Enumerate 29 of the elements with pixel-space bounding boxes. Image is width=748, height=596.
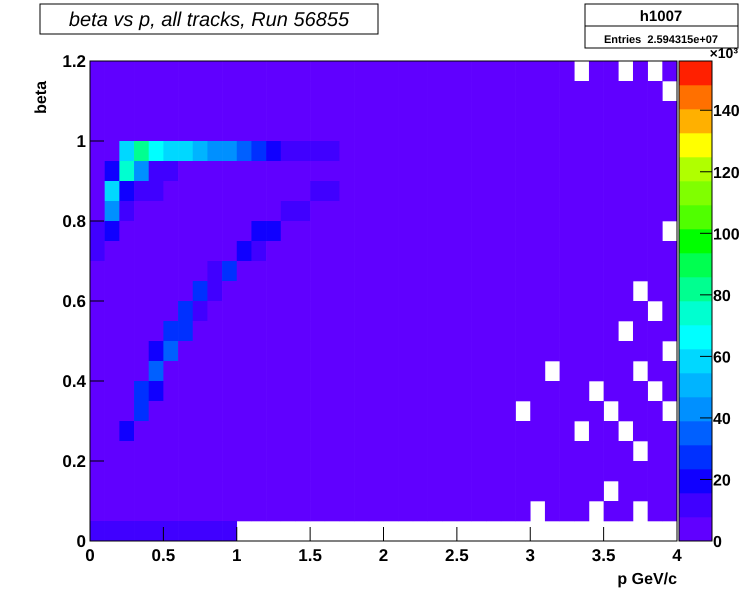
x-tick-label: 1.5 <box>298 546 322 565</box>
y-tick-label: 1.2 <box>62 52 86 71</box>
x-tick-label: 2 <box>378 546 388 565</box>
color-bar-label: 100 <box>713 226 740 244</box>
y-tick-label: 1 <box>76 132 86 151</box>
color-bar-title: ×10³ <box>710 45 738 61</box>
color-bar-label: 0 <box>713 534 722 551</box>
color-bar-label: 80 <box>713 288 731 305</box>
y-tick-label: 0.6 <box>62 292 86 311</box>
color-bar-label: 20 <box>713 472 731 490</box>
x-tick-label: 1 <box>232 546 242 565</box>
x-tick-label: 3 <box>526 546 535 565</box>
x-tick-label: 3.5 <box>592 546 616 565</box>
y-tick-label: 0.8 <box>62 212 86 231</box>
color-bar-label: 120 <box>713 164 740 182</box>
y-tick-label: 0.4 <box>62 372 87 391</box>
y-axis-title: beta <box>33 80 50 114</box>
x-axis-title: p GeV/c <box>617 571 678 588</box>
x-tick-label: 4 <box>672 546 682 565</box>
text: h1007 <box>640 8 682 25</box>
chart-title: beta vs p, all tracks, Run 56855 <box>68 9 350 31</box>
y-tick-label: 0 <box>76 532 86 551</box>
text: Entries 2.594315e+07 <box>604 34 718 46</box>
color-bar-label: 60 <box>713 349 731 366</box>
color-bar-label: 40 <box>713 410 731 428</box>
x-tick-label: 0.5 <box>152 546 176 565</box>
y-tick-label: 0.2 <box>62 452 86 471</box>
color-bar-label: 140 <box>713 103 740 120</box>
x-tick-label: 2.5 <box>445 546 469 565</box>
